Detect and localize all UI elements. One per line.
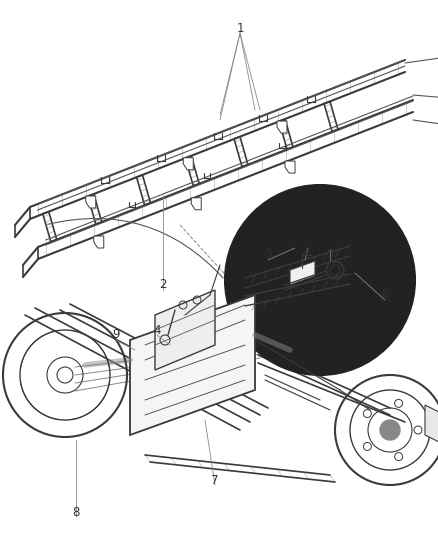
Polygon shape xyxy=(130,295,255,435)
Text: 4: 4 xyxy=(153,324,161,336)
Text: 9: 9 xyxy=(112,328,120,342)
Polygon shape xyxy=(94,236,104,248)
Polygon shape xyxy=(86,196,96,208)
Polygon shape xyxy=(191,198,201,210)
Text: 3: 3 xyxy=(264,248,272,262)
Polygon shape xyxy=(277,121,287,133)
Polygon shape xyxy=(290,261,315,285)
Circle shape xyxy=(380,420,400,440)
Text: 4: 4 xyxy=(301,248,309,262)
Text: 1: 1 xyxy=(236,21,244,35)
Text: 6: 6 xyxy=(381,288,389,302)
Polygon shape xyxy=(425,405,438,445)
Circle shape xyxy=(225,185,415,375)
Text: 5: 5 xyxy=(326,248,334,262)
Polygon shape xyxy=(155,290,215,370)
Text: 8: 8 xyxy=(72,505,80,519)
Polygon shape xyxy=(183,158,193,170)
Polygon shape xyxy=(285,161,295,173)
Text: 2: 2 xyxy=(159,279,167,292)
Text: 7: 7 xyxy=(211,473,219,487)
